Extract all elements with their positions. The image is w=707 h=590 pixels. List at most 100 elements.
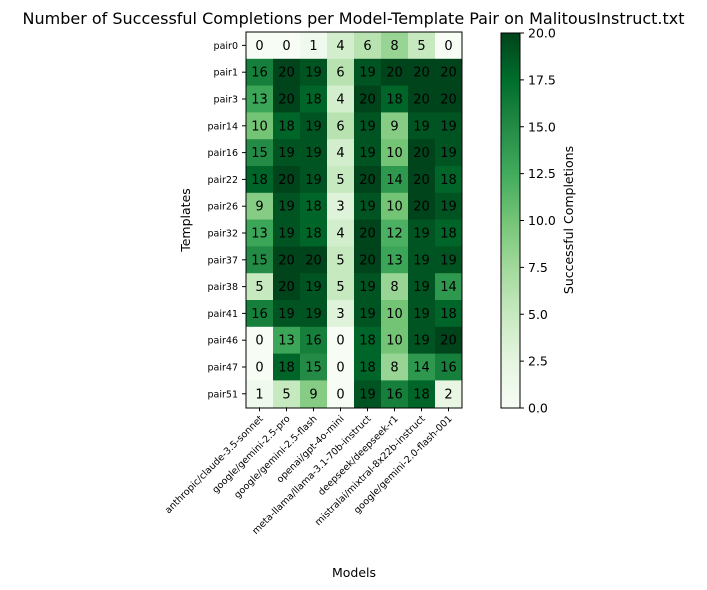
cell-value-label: 2 <box>444 387 452 402</box>
cell-value-label: 19 <box>359 307 376 322</box>
cell-value-label: 20 <box>359 173 376 188</box>
y-tick-label: pair41 <box>208 309 239 320</box>
heatmap-cell <box>381 166 409 194</box>
heatmap-cell <box>300 112 328 140</box>
cell-value-label: 20 <box>359 253 376 268</box>
cell-value-label: 9 <box>390 119 398 134</box>
heatmap-cell <box>435 112 463 140</box>
heatmap-cell <box>273 326 301 355</box>
cell-value-label: 18 <box>305 227 322 242</box>
heatmap-cell <box>327 139 355 167</box>
cell-value-label: 19 <box>413 227 430 242</box>
heatmap-cell <box>408 139 436 167</box>
cell-value-label: 20 <box>413 146 430 161</box>
cell-value-label: 20 <box>413 200 430 215</box>
heatmap-cell <box>246 380 274 408</box>
heatmap-cell <box>300 192 328 221</box>
cell-value-label: 19 <box>278 227 295 242</box>
cell-value-label: 10 <box>386 334 403 349</box>
heatmap-cell <box>246 112 274 140</box>
heatmap-cell <box>381 353 409 381</box>
heatmap-cell <box>381 139 409 167</box>
cell-value-label: 3 <box>336 307 344 322</box>
heatmap-cell <box>381 192 409 221</box>
heatmap-cells <box>246 32 463 408</box>
cell-value-label: 20 <box>359 227 376 242</box>
heatmap-cell <box>273 273 301 301</box>
cell-value-label: 18 <box>440 227 457 242</box>
heatmap-cell <box>354 246 382 274</box>
cell-value-label: 19 <box>305 280 322 295</box>
cell-value-label: 19 <box>305 119 322 134</box>
cell-value-label: 13 <box>251 227 268 242</box>
cell-value-label: 20 <box>305 253 322 268</box>
heatmap-cell <box>246 166 274 194</box>
heatmap-cell <box>435 380 463 408</box>
heatmap-cell <box>408 32 436 60</box>
heatmap-cell <box>408 326 436 355</box>
heatmap-cell <box>354 380 382 408</box>
heatmap-cell <box>354 273 382 301</box>
cell-value-label: 0 <box>282 39 290 54</box>
cell-value-label: 20 <box>440 93 457 108</box>
cell-value-label: 4 <box>336 146 344 161</box>
colorbar-tick-label: 0.0 <box>528 401 548 416</box>
colorbar-tick-label: 12.5 <box>528 166 556 181</box>
cell-value-label: 5 <box>255 280 263 295</box>
cell-value-label: 8 <box>390 280 398 295</box>
x-axis-label: Models <box>332 565 376 580</box>
colorbar-tick-label: 5.0 <box>528 307 548 322</box>
heatmap-cell <box>381 246 409 274</box>
cell-value-label: 19 <box>413 334 430 349</box>
y-tick-label: pair1 <box>214 68 238 79</box>
cell-value-label: 9 <box>255 200 263 215</box>
heatmap-cell <box>354 58 382 87</box>
heatmap-cell <box>381 85 409 113</box>
cell-value-label: 0 <box>336 334 344 349</box>
cell-value-label: 19 <box>305 173 322 188</box>
heatmap-cell <box>354 300 382 328</box>
heatmap-cell <box>354 166 382 194</box>
cell-value-label: 1 <box>255 387 263 402</box>
heatmap-cell <box>300 85 328 113</box>
cell-value-label: 4 <box>336 227 344 242</box>
cell-value-label: 14 <box>413 361 430 376</box>
cell-value-label: 9 <box>309 387 317 402</box>
y-tick-label: pair3 <box>214 95 238 106</box>
y-tick-label: pair46 <box>208 336 239 347</box>
cell-value-label: 16 <box>440 361 457 376</box>
heatmap-cell <box>273 380 301 408</box>
cell-value-label: 19 <box>278 200 295 215</box>
y-tick-label: pair26 <box>208 202 239 213</box>
heatmap-cell <box>300 326 328 355</box>
colorbar-tick-label: 15.0 <box>528 119 556 134</box>
heatmap-cell <box>354 326 382 355</box>
cell-value-label: 19 <box>305 66 322 81</box>
cell-value-label: 14 <box>386 173 403 188</box>
chart-title: Number of Successful Completions per Mod… <box>23 9 685 28</box>
cell-value-label: 20 <box>278 66 295 81</box>
heatmap-cell <box>435 246 463 274</box>
cell-value-label: 18 <box>278 361 295 376</box>
cell-value-label: 20 <box>413 173 430 188</box>
heatmap-cell <box>246 219 274 247</box>
heatmap-cell <box>435 166 463 194</box>
heatmap-cell <box>273 112 301 140</box>
colorbar-tick-label: 20.0 <box>528 26 556 41</box>
cell-value-label: 19 <box>359 280 376 295</box>
heatmap-cell <box>408 300 436 328</box>
plot-frame <box>245 31 463 409</box>
cell-value-label: 6 <box>336 66 344 81</box>
heatmap-cell <box>327 300 355 328</box>
heatmap-cell <box>246 58 274 87</box>
cell-value-label: 10 <box>386 307 403 322</box>
heatmap-cell <box>246 85 274 113</box>
heatmap-cell <box>327 246 355 274</box>
heatmap-cell <box>381 380 409 408</box>
cell-value-label: 19 <box>440 119 457 134</box>
cell-value-label: 4 <box>336 93 344 108</box>
y-tick-label: pair22 <box>208 175 239 186</box>
cell-value-label: 20 <box>413 66 430 81</box>
heatmap-cell <box>327 112 355 140</box>
cell-value-label: 16 <box>386 387 403 402</box>
